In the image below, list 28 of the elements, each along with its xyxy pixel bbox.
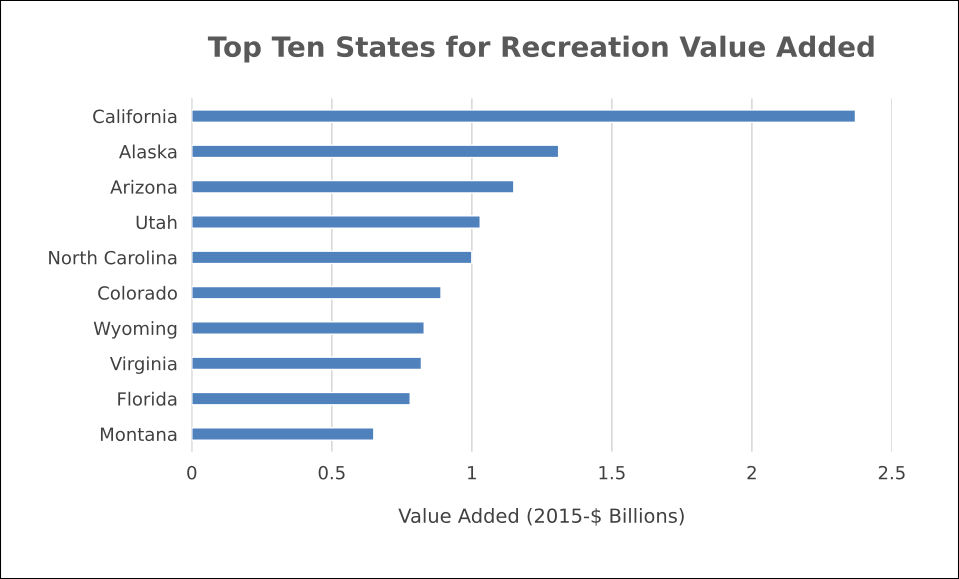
y-tick-label: Wyoming — [94, 321, 176, 339]
bar — [192, 109, 856, 123]
x-tick-label: 1 — [468, 466, 476, 480]
y-tick-label: California — [93, 109, 176, 124]
y-tick-label: Virginia — [110, 356, 176, 374]
y-tick-label: Florida — [118, 392, 176, 406]
bar — [192, 144, 560, 158]
x-tick-label: 2.5 — [878, 466, 905, 480]
y-tick-label: Arizona — [110, 180, 176, 194]
x-axis-title: Value Added (2015-$ Billions) — [398, 508, 684, 526]
x-tick-label: 0 — [187, 466, 196, 480]
bar — [192, 356, 422, 370]
y-tick-label: North Carolina — [49, 250, 176, 264]
y-tick-label: Alaska — [119, 144, 176, 159]
y-tick-label: Montana — [100, 428, 176, 442]
x-tick-label: 1.5 — [599, 466, 625, 480]
bar — [192, 180, 515, 194]
y-tick-label: Colorado — [98, 286, 177, 300]
x-tick-label: 2 — [747, 466, 756, 480]
y-tick-label: Utah — [136, 215, 176, 230]
bar — [192, 286, 442, 300]
bar — [192, 427, 375, 441]
chart-title: Top Ten States for Recreation Value Added — [208, 36, 874, 63]
bar — [192, 250, 473, 264]
bar — [192, 392, 411, 406]
x-tick-label: 0.5 — [318, 466, 345, 480]
bar — [192, 215, 481, 229]
bar — [192, 321, 425, 335]
